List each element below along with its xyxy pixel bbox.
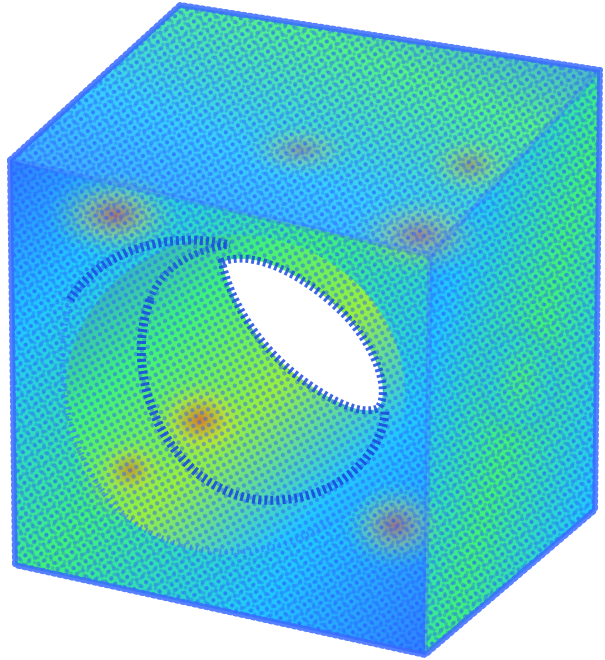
- spherical-cavity: [59, 235, 405, 555]
- cube-edges: [7, 1, 603, 659]
- cavity-outer-rim: [59, 299, 332, 555]
- cavity-hole: [222, 258, 383, 411]
